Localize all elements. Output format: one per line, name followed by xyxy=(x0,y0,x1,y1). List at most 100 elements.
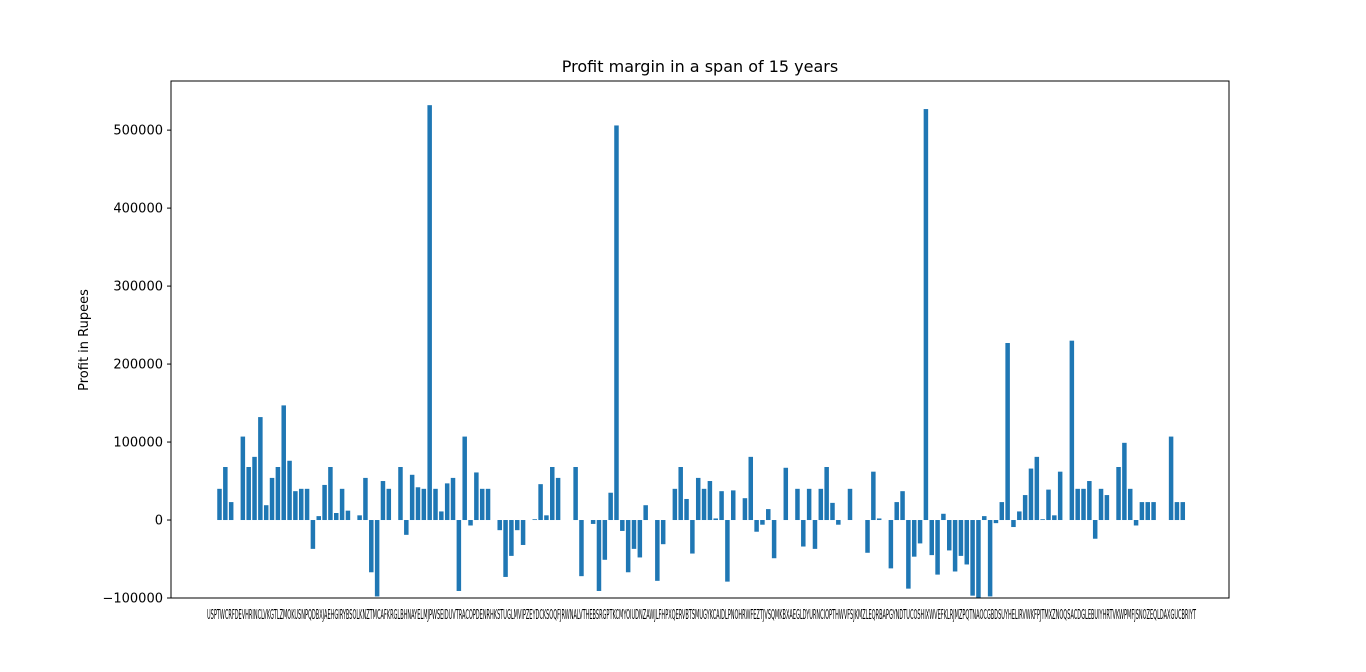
bar xyxy=(620,520,625,531)
bar xyxy=(479,488,485,521)
y-tick-label: 500000 xyxy=(113,124,163,139)
bar xyxy=(1022,495,1028,521)
bar xyxy=(865,520,870,553)
bar xyxy=(310,520,316,549)
bar xyxy=(637,520,643,558)
x-axis-tick-labels: USPTWCRFDEVHRINCLVKGTLZMOKUSNPQDBXJAEHGI… xyxy=(207,608,1196,623)
y-tick-label: 200000 xyxy=(113,358,163,373)
bar xyxy=(906,520,911,589)
bar xyxy=(281,405,286,521)
bar xyxy=(596,520,602,591)
bar xyxy=(608,492,613,521)
bar xyxy=(806,488,812,521)
bar xyxy=(987,520,993,597)
bar xyxy=(1122,442,1127,521)
bar xyxy=(707,481,713,521)
bar xyxy=(742,498,748,521)
bar xyxy=(935,520,940,575)
bar xyxy=(497,520,502,531)
bar xyxy=(404,520,409,535)
bar-series xyxy=(217,105,1186,598)
bar xyxy=(1075,488,1080,521)
bar xyxy=(474,472,479,521)
bar xyxy=(1011,520,1016,528)
bar xyxy=(1098,488,1104,521)
bar xyxy=(947,520,952,551)
bar xyxy=(544,515,549,521)
bar xyxy=(812,520,818,549)
y-axis-label: Profit in Rupees xyxy=(77,289,92,391)
bar xyxy=(655,520,660,581)
bar xyxy=(1174,502,1180,521)
y-tick-label: 300000 xyxy=(113,280,163,295)
bar xyxy=(871,471,876,521)
bar xyxy=(339,488,345,521)
bar xyxy=(217,488,222,521)
bar xyxy=(275,467,281,521)
bar xyxy=(771,520,777,559)
bar xyxy=(783,467,789,521)
bar xyxy=(1005,343,1010,521)
bar xyxy=(847,488,853,521)
bar xyxy=(690,520,695,554)
bar xyxy=(409,474,415,521)
bar xyxy=(923,109,929,521)
bar xyxy=(964,520,970,565)
bar xyxy=(719,491,724,521)
bar xyxy=(672,488,678,521)
y-tick-label: −100000 xyxy=(102,592,163,607)
bar xyxy=(917,520,923,544)
bar xyxy=(462,436,467,521)
bar xyxy=(573,467,578,521)
bar xyxy=(836,520,841,525)
bar xyxy=(602,520,608,560)
bar xyxy=(427,105,432,521)
bar xyxy=(538,484,543,521)
bar xyxy=(830,502,835,521)
bar xyxy=(1017,511,1022,521)
bar xyxy=(713,518,718,521)
y-axis-ticks: −100000 0 100000 200000 300000 400000 500000 xyxy=(102,124,171,607)
bar xyxy=(760,520,765,525)
bar xyxy=(298,488,304,521)
bar xyxy=(520,520,526,545)
bar xyxy=(1046,489,1051,521)
bar xyxy=(444,483,450,521)
bar xyxy=(550,467,555,521)
bar xyxy=(590,520,596,524)
bar xyxy=(363,477,368,521)
bar xyxy=(450,477,456,521)
bar xyxy=(1139,502,1145,521)
bar xyxy=(415,487,421,521)
bar xyxy=(970,520,975,596)
bar xyxy=(304,488,310,521)
bar xyxy=(439,511,444,521)
bar xyxy=(993,520,999,524)
bar xyxy=(369,520,374,573)
bar xyxy=(380,481,386,521)
bar xyxy=(293,491,298,521)
bar xyxy=(1092,520,1098,539)
y-tick-label: 0 xyxy=(155,514,163,529)
bar xyxy=(456,520,462,591)
bar xyxy=(614,125,619,521)
bar xyxy=(976,520,981,598)
bar xyxy=(643,505,648,521)
bar xyxy=(555,477,561,521)
bar xyxy=(228,502,234,521)
bar xyxy=(894,502,899,521)
bar xyxy=(725,520,730,582)
chart-title: Profit margin in a span of 15 years xyxy=(562,57,838,76)
bar xyxy=(625,520,631,573)
bar xyxy=(730,490,736,521)
bar xyxy=(386,488,392,521)
bar xyxy=(374,520,380,597)
bar xyxy=(660,520,666,545)
bar xyxy=(1087,481,1092,521)
bar xyxy=(421,488,427,521)
bar xyxy=(801,520,806,547)
plot-frame xyxy=(170,80,1230,599)
bar xyxy=(1104,495,1110,521)
bar xyxy=(240,436,246,521)
